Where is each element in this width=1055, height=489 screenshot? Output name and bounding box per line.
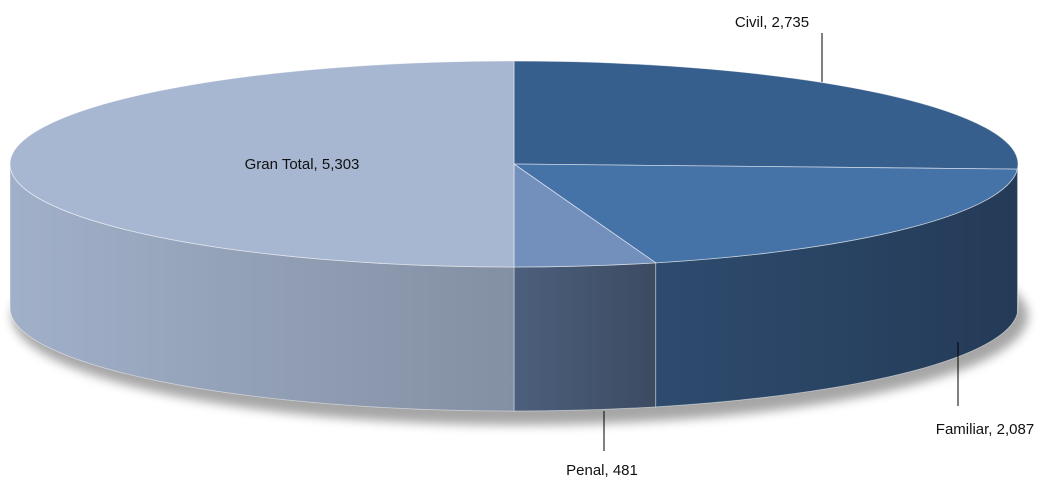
pie-top-faces [9, 60, 1019, 268]
pie-slice-familiar [512, 163, 1018, 264]
data-label-familiar: Familiar, 2,087 [936, 421, 1034, 438]
leader-lines [603, 33, 959, 451]
data-label-gran-total: Gran Total, 5,303 [245, 156, 360, 173]
data-labels: Civil, 2,735 Familiar, 2,087 Penal, 481 Gra… [245, 14, 1035, 479]
data-label-civil: Civil, 2,735 [735, 14, 809, 31]
pie-side-penal [513, 262, 657, 412]
pie-slice-gran-total [9, 60, 515, 268]
pie-slice-civil [513, 60, 1019, 170]
data-label-penal: Penal, 481 [566, 462, 638, 479]
pie-side-walls [9, 163, 1019, 412]
